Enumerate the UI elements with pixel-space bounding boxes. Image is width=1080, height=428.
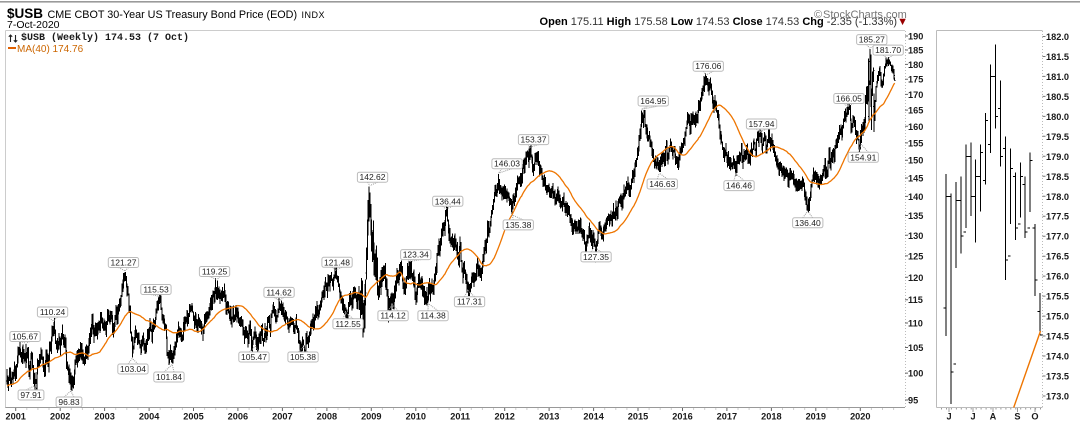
svg-text:175.5: 175.5 <box>1046 292 1069 302</box>
svg-text:2020: 2020 <box>850 412 870 422</box>
svg-text:164.95: 164.95 <box>640 96 666 106</box>
svg-text:136.40: 136.40 <box>795 218 821 228</box>
svg-text:174.0: 174.0 <box>1046 352 1069 362</box>
svg-text:185.27: 185.27 <box>859 35 885 45</box>
svg-text:97.91: 97.91 <box>20 390 42 400</box>
svg-text:114.38: 114.38 <box>420 311 446 321</box>
svg-text:2010: 2010 <box>406 412 426 422</box>
svg-text:105.67: 105.67 <box>12 332 38 342</box>
svg-text:114.12: 114.12 <box>380 311 406 321</box>
svg-text:121.27: 121.27 <box>111 258 137 268</box>
svg-text:101.84: 101.84 <box>156 372 182 382</box>
svg-text:181.0: 181.0 <box>1046 72 1069 82</box>
svg-text:121.48: 121.48 <box>324 257 350 267</box>
svg-text:J: J <box>970 412 975 422</box>
svg-text:115: 115 <box>908 295 923 305</box>
svg-text:135.38: 135.38 <box>505 220 531 230</box>
svg-text:105.38: 105.38 <box>290 352 316 362</box>
svg-text:117.31: 117.31 <box>457 297 483 307</box>
svg-text:105.47: 105.47 <box>241 352 267 362</box>
svg-text:154.91: 154.91 <box>850 152 876 162</box>
svg-text:135: 135 <box>908 211 923 221</box>
svg-text:179.0: 179.0 <box>1046 152 1069 162</box>
svg-text:181.5: 181.5 <box>1046 52 1069 62</box>
svg-text:142.62: 142.62 <box>360 172 386 182</box>
svg-text:155: 155 <box>908 138 923 148</box>
svg-text:112.55: 112.55 <box>335 319 361 329</box>
svg-text:182.0: 182.0 <box>1046 32 1069 42</box>
svg-text:175: 175 <box>908 75 923 85</box>
svg-text:176.06: 176.06 <box>695 61 721 71</box>
svg-text:160: 160 <box>908 122 923 132</box>
svg-text:119.25: 119.25 <box>202 267 228 277</box>
svg-text:177.5: 177.5 <box>1046 212 1069 222</box>
svg-text:A: A <box>990 412 997 422</box>
svg-text:136.44: 136.44 <box>435 196 461 206</box>
svg-text:115.53: 115.53 <box>143 285 169 295</box>
svg-text:J: J <box>946 412 951 422</box>
svg-text:114.62: 114.62 <box>266 287 292 297</box>
svg-text:125: 125 <box>908 251 923 261</box>
svg-text:145: 145 <box>908 174 923 184</box>
svg-text:153.37: 153.37 <box>521 135 547 145</box>
svg-text:103.04: 103.04 <box>120 364 146 374</box>
svg-text:120: 120 <box>908 273 923 283</box>
svg-text:2019: 2019 <box>806 412 826 422</box>
svg-text:146.46: 146.46 <box>726 181 752 191</box>
svg-text:127.35: 127.35 <box>583 252 609 262</box>
svg-text:180.5: 180.5 <box>1046 92 1069 102</box>
svg-text:174.5: 174.5 <box>1046 332 1069 342</box>
svg-text:2002: 2002 <box>50 412 70 422</box>
svg-text:170: 170 <box>908 90 923 100</box>
svg-text:2005: 2005 <box>183 412 203 422</box>
svg-text:146.03: 146.03 <box>494 159 520 169</box>
svg-text:2001: 2001 <box>5 412 25 422</box>
svg-text:181.70: 181.70 <box>875 45 901 55</box>
svg-text:96.83: 96.83 <box>58 397 80 407</box>
svg-text:179.5: 179.5 <box>1046 132 1069 142</box>
svg-text:185: 185 <box>908 46 923 56</box>
svg-text:146.63: 146.63 <box>649 179 675 189</box>
svg-text:166.05: 166.05 <box>836 94 862 104</box>
svg-text:180: 180 <box>908 60 923 70</box>
svg-text:105: 105 <box>908 343 923 353</box>
svg-text:2007: 2007 <box>272 412 292 422</box>
svg-text:2006: 2006 <box>228 412 248 422</box>
svg-text:2018: 2018 <box>761 412 781 422</box>
svg-text:2017: 2017 <box>717 412 737 422</box>
svg-text:178.0: 178.0 <box>1046 192 1069 202</box>
svg-text:177.0: 177.0 <box>1046 232 1069 242</box>
svg-text:2009: 2009 <box>361 412 381 422</box>
svg-text:176.0: 176.0 <box>1046 272 1069 282</box>
svg-text:157.94: 157.94 <box>749 119 775 129</box>
svg-text:100: 100 <box>908 369 923 379</box>
svg-text:2004: 2004 <box>139 412 160 422</box>
svg-text:2016: 2016 <box>672 412 692 422</box>
svg-text:2012: 2012 <box>494 412 514 422</box>
svg-text:190: 190 <box>908 32 923 42</box>
svg-text:178.5: 178.5 <box>1046 172 1069 182</box>
svg-text:2011: 2011 <box>450 412 470 422</box>
svg-text:2014: 2014 <box>583 412 604 422</box>
svg-text:150: 150 <box>908 156 923 166</box>
svg-text:110.24: 110.24 <box>40 307 66 317</box>
svg-text:175.0: 175.0 <box>1046 312 1069 322</box>
svg-text:110: 110 <box>908 319 923 329</box>
svg-text:S: S <box>1014 412 1020 422</box>
svg-text:2015: 2015 <box>628 412 648 422</box>
svg-text:O: O <box>1031 412 1038 422</box>
svg-text:2003: 2003 <box>94 412 114 422</box>
svg-text:2008: 2008 <box>317 412 337 422</box>
svg-text:2013: 2013 <box>539 412 559 422</box>
svg-text:130: 130 <box>908 231 923 241</box>
svg-text:165: 165 <box>908 106 923 116</box>
svg-text:123.34: 123.34 <box>403 250 429 260</box>
svg-text:176.5: 176.5 <box>1046 252 1069 262</box>
svg-text:180.0: 180.0 <box>1046 112 1069 122</box>
svg-text:95: 95 <box>908 396 918 406</box>
svg-text:173.5: 173.5 <box>1046 372 1069 382</box>
svg-text:140: 140 <box>908 192 923 202</box>
svg-text:173.0: 173.0 <box>1046 392 1069 402</box>
